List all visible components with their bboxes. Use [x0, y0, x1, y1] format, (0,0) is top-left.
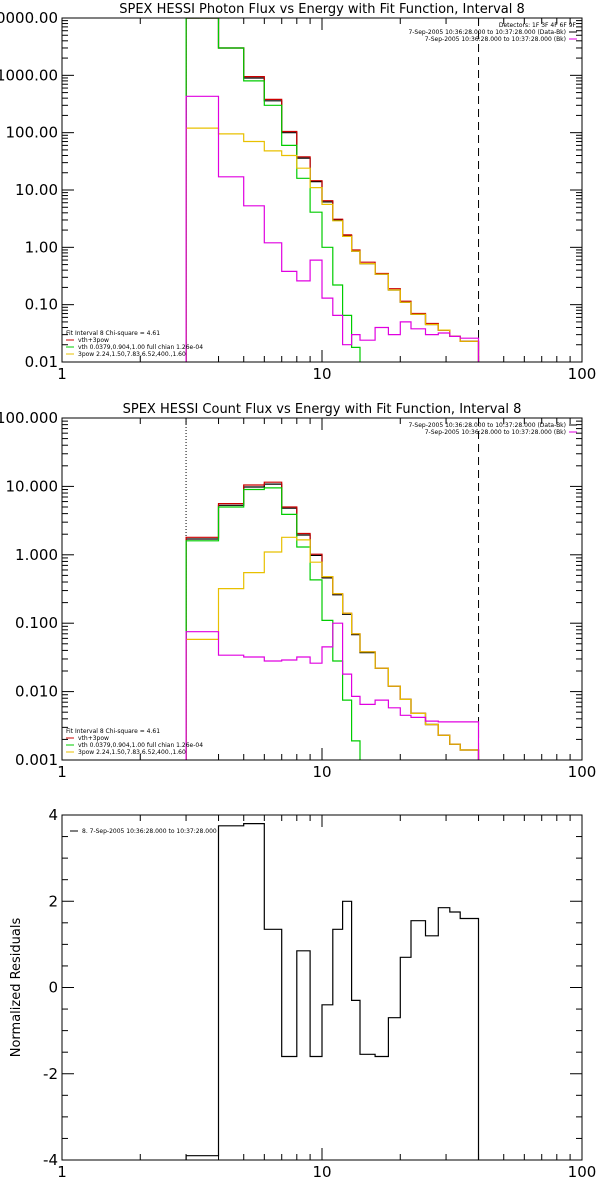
- chart-panel-1: SPEX HESSI Photon Flux vs Energy with Fi…: [0, 2, 597, 383]
- y-tick-label: 4: [48, 806, 58, 824]
- y-tick-label: 0.10: [25, 296, 58, 314]
- y-tick-label: 2: [48, 892, 58, 910]
- legend-label: 7-Sep-2005 10:36:28.000 to 10:37:28.000 …: [408, 422, 566, 429]
- x-tick-label: 100: [568, 1163, 597, 1181]
- legend-label: 7-Sep-2005 10:36:28.000 to 10:37:28.000 …: [425, 36, 566, 43]
- y-tick-label: 1.000: [15, 546, 58, 564]
- series-line-bk: [185, 95, 480, 362]
- series-line-3pow: [185, 127, 480, 362]
- chart-title: SPEX HESSI Count Flux vs Energy with Fit…: [123, 402, 522, 417]
- legend-label: 3pow 2.24,1.50,7.83,6.52,400.,1.60: [78, 749, 186, 756]
- legend-fit-header: Fit Interval 8 Chi-square = 4.61: [66, 330, 160, 337]
- y-tick-label: 10000.00: [0, 9, 58, 27]
- y-tick-label: 10.00: [15, 181, 58, 199]
- chart-title: SPEX HESSI Photon Flux vs Energy with Fi…: [119, 2, 525, 17]
- legend-fit: Fit Interval 8 Chi-square = 4.61vth+3pow…: [66, 330, 203, 358]
- plot-frame: [61, 17, 583, 363]
- x-tick-label: 10: [312, 1163, 331, 1181]
- legend-label: 8. 7-Sep-2005 10:36:28.000 to 10:37:28.0…: [82, 828, 217, 835]
- y-tick-label: -2: [43, 1065, 58, 1083]
- legend-fit-header: Fit Interval 8 Chi-square = 4.61: [66, 728, 160, 735]
- series-line-vth: [185, 18, 361, 362]
- chart-panel-3: 1 10 100 -4 -2 0 2 4 Normalized Residuals 8. 7-Se…: [9, 806, 597, 1181]
- y-tick-label: 100.000: [0, 409, 58, 427]
- y-tick-label: 10.000: [6, 477, 59, 495]
- plot-area: [185, 823, 480, 1160]
- legend-fit: Fit Interval 8 Chi-square = 4.61vth+3pow…: [66, 728, 203, 756]
- y-tick-label: 1.00: [25, 238, 58, 256]
- plot-area: [185, 481, 480, 760]
- legend-label: 7-Sep-2005 10:36:28.000 to 10:37:28.000 …: [408, 29, 566, 36]
- y-tick-label: 0.010: [15, 683, 58, 701]
- x-tick-label: 10: [312, 763, 331, 781]
- legend-label: vth+3pow: [78, 337, 109, 344]
- y-tick-label: 0.001: [15, 751, 58, 769]
- legend-label: 3pow 2.24,1.50,7.83,6.52,400.,1.60: [78, 351, 186, 358]
- legend-label: vth+3pow: [78, 735, 109, 742]
- x-tick-label: 1: [57, 763, 67, 781]
- legend-label: vth 0.0379,0.904,1.00 full chian 1.26e-0…: [78, 344, 203, 351]
- plot-area: [185, 18, 480, 362]
- legend-label: 7-Sep-2005 10:36:28.000 to 10:37:28.000 …: [425, 429, 566, 436]
- plot-frame: [61, 417, 583, 761]
- plot-frame: [61, 814, 583, 1161]
- legend-top: Detectors: 1F 3F 4F 6F 9F7-Sep-2005 10:3…: [408, 22, 577, 43]
- series-line-bk: [185, 622, 480, 760]
- x-tick-label: 100: [568, 365, 597, 383]
- y-tick-label: -4: [43, 1151, 58, 1169]
- chart-panel-2: SPEX HESSI Count Flux vs Energy with Fit…: [0, 402, 597, 781]
- x-tick-label: 1: [57, 1163, 67, 1181]
- y-tick-label: 0.01: [25, 353, 58, 371]
- legend-top: 8. 7-Sep-2005 10:36:28.000 to 10:37:28.0…: [70, 828, 217, 835]
- y-tick-label: 100.00: [6, 124, 59, 142]
- legend-top: 7-Sep-2005 10:36:28.000 to 10:37:28.000 …: [408, 422, 577, 436]
- x-tick-label: 1: [57, 365, 67, 383]
- x-tick-label: 10: [312, 365, 331, 383]
- x-tick-label: 100: [568, 763, 597, 781]
- y-tick-label: 0.100: [15, 614, 58, 632]
- legend-header: Detectors: 1F 3F 4F 6F 9F: [499, 22, 577, 29]
- y-tick-label: 1000.00: [0, 66, 58, 84]
- series-line-vth: [185, 487, 361, 760]
- series-line-3pow: [185, 536, 480, 760]
- series-line-series: [185, 823, 480, 1160]
- legend-label: vth 0.0379,0.904,1.00 full chian 1.26e-0…: [78, 742, 203, 749]
- y-axis-label: Normalized Residuals: [9, 918, 24, 1058]
- y-tick-label: 0: [48, 979, 58, 997]
